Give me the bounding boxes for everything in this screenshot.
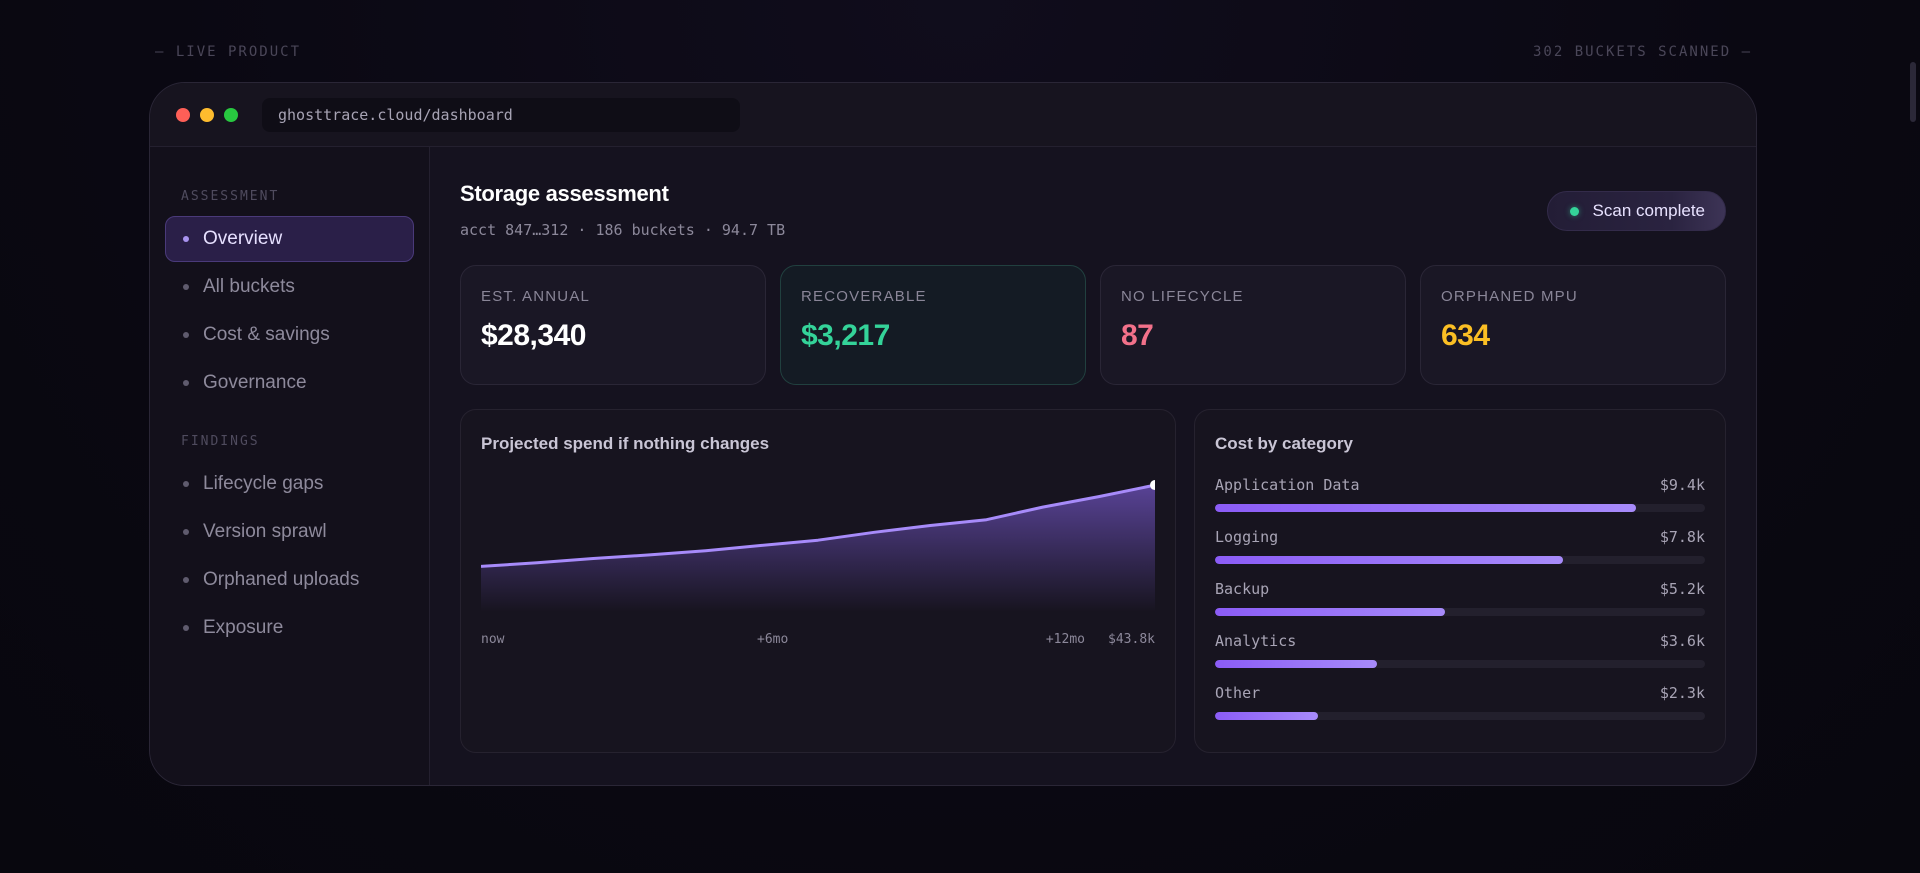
page-scrollbar[interactable] — [1910, 62, 1916, 122]
minimize-window-button[interactable] — [200, 107, 214, 122]
category-value: $2.3k — [1659, 684, 1705, 702]
stat-value: $3,217 — [801, 319, 890, 352]
live-product-label: — LIVE PRODUCT — [155, 44, 302, 60]
scan-status-badge: Scan complete — [1546, 191, 1726, 231]
maximize-window-button[interactable] — [224, 107, 238, 122]
stat-card-est-annual[interactable]: EST. ANNUAL $28,340 — [460, 265, 766, 385]
cost-by-category-panel: Cost by category Application Data $9.4k — [1194, 409, 1726, 753]
category-bar-fill — [1215, 504, 1637, 512]
sidebar-item-overview[interactable]: Overview — [165, 216, 414, 262]
sidebar-item-orphaned-uploads[interactable]: Orphaned uploads — [165, 557, 414, 603]
category-bar-fill — [1215, 712, 1318, 720]
scan-status-label: Scan complete — [1592, 201, 1705, 220]
category-list: Application Data $9.4k Logging $7.8k — [1215, 476, 1705, 720]
buckets-scanned-label: 302 BUCKETS SCANNED — — [1532, 44, 1752, 60]
stat-card-no-lifecycle[interactable]: NO LIFECYCLE 87 — [1100, 265, 1406, 385]
sidebar-item-label: Exposure — [203, 617, 284, 638]
bullet-icon — [183, 236, 189, 242]
projected-spend-chart — [481, 480, 1155, 612]
chart-area-fill — [481, 485, 1155, 612]
main-content: Storage assessment acct 847…312 · 186 bu… — [430, 147, 1756, 785]
category-row[interactable]: Analytics $3.6k — [1215, 632, 1705, 668]
stat-value: 634 — [1441, 319, 1490, 352]
category-name: Application Data — [1215, 476, 1360, 494]
address-bar[interactable]: ghosttrace.cloud/dashboard — [262, 97, 740, 132]
category-bar-fill — [1215, 556, 1563, 564]
sidebar-item-label: All buckets — [203, 276, 295, 297]
x-tick-6mo: +6mo — [757, 632, 789, 647]
sidebar-item-governance[interactable]: Governance — [165, 360, 414, 406]
bullet-icon — [183, 332, 189, 338]
chart-end-point — [1150, 480, 1155, 491]
sidebar-item-label: Overview — [203, 228, 283, 249]
category-value: $7.8k — [1659, 528, 1705, 546]
stat-value: $28,340 — [481, 319, 586, 352]
status-dot-icon — [1569, 206, 1579, 216]
sidebar-item-label: Lifecycle gaps — [203, 473, 324, 494]
end-value-label: $43.8k — [1108, 632, 1155, 647]
sidebar-item-lifecycle-gaps[interactable]: Lifecycle gaps — [165, 461, 414, 507]
browser-titlebar: ghosttrace.cloud/dashboard — [150, 83, 1756, 147]
category-bar-track — [1215, 504, 1705, 512]
bullet-icon — [183, 625, 189, 631]
sidebar-item-label: Version sprawl — [203, 521, 327, 542]
bullet-icon — [183, 481, 189, 487]
category-value: $9.4k — [1659, 476, 1705, 494]
bullet-icon — [183, 529, 189, 535]
sidebar-heading-findings: FINDINGS — [181, 434, 260, 449]
category-name: Logging — [1215, 528, 1279, 546]
close-window-button[interactable] — [176, 107, 190, 122]
category-bar-fill — [1215, 660, 1377, 668]
sidebar-item-version-sprawl[interactable]: Version sprawl — [165, 509, 414, 555]
bullet-icon — [183, 380, 189, 386]
sidebar: ASSESSMENT Overview All buckets Cost & s… — [150, 147, 430, 785]
category-bar-fill — [1215, 608, 1446, 616]
category-value: $3.6k — [1659, 632, 1705, 650]
category-row[interactable]: Application Data $9.4k — [1215, 476, 1705, 512]
sidebar-item-label: Orphaned uploads — [203, 569, 360, 590]
category-name: Analytics — [1215, 632, 1297, 650]
page-title: Storage assessment — [460, 181, 669, 206]
account-summary: acct 847…312 · 186 buckets · 94.7 TB — [460, 221, 786, 239]
sidebar-item-exposure[interactable]: Exposure — [165, 605, 414, 651]
stat-value: 87 — [1121, 319, 1154, 352]
browser-window: ghosttrace.cloud/dashboard ASSESSMENT Ov… — [149, 82, 1757, 786]
category-bar-track — [1215, 608, 1705, 616]
chart-series-line — [481, 483, 1155, 568]
sidebar-heading-assessment: ASSESSMENT — [181, 189, 280, 204]
stat-label: EST. ANNUAL — [481, 288, 591, 305]
stat-card-recoverable[interactable]: RECOVERABLE $3,217 — [780, 265, 1086, 385]
sidebar-item-label: Governance — [203, 372, 307, 393]
stat-label: ORPHANED MPU — [1441, 288, 1578, 305]
sidebar-item-cost-savings[interactable]: Cost & savings — [165, 312, 414, 358]
stat-label: RECOVERABLE — [801, 288, 927, 305]
sidebar-item-label: Cost & savings — [203, 324, 330, 345]
stat-card-orphaned-mpu[interactable]: ORPHANED MPU 634 — [1420, 265, 1726, 385]
category-bar-track — [1215, 712, 1705, 720]
category-row[interactable]: Backup $5.2k — [1215, 580, 1705, 616]
category-row[interactable]: Logging $7.8k — [1215, 528, 1705, 564]
projected-spend-panel: Projected spend if nothing changes — [460, 409, 1176, 753]
bullet-icon — [183, 284, 189, 290]
bullet-icon — [183, 577, 189, 583]
category-bar-track — [1215, 556, 1705, 564]
stat-cards: EST. ANNUAL $28,340 RECOVERABLE $3,217 N… — [460, 265, 1726, 385]
category-bar-track — [1215, 660, 1705, 668]
x-tick-now: now — [481, 632, 505, 647]
stat-label: NO LIFECYCLE — [1121, 288, 1244, 305]
cost-by-category-title: Cost by category — [1215, 434, 1353, 453]
x-tick-12mo: +12mo — [1045, 632, 1085, 647]
category-row[interactable]: Other $2.3k — [1215, 684, 1705, 720]
sidebar-item-all-buckets[interactable]: All buckets — [165, 264, 414, 310]
projected-spend-title: Projected spend if nothing changes — [481, 434, 770, 453]
category-value: $5.2k — [1659, 580, 1705, 598]
category-name: Other — [1215, 684, 1261, 702]
category-name: Backup — [1215, 580, 1270, 598]
